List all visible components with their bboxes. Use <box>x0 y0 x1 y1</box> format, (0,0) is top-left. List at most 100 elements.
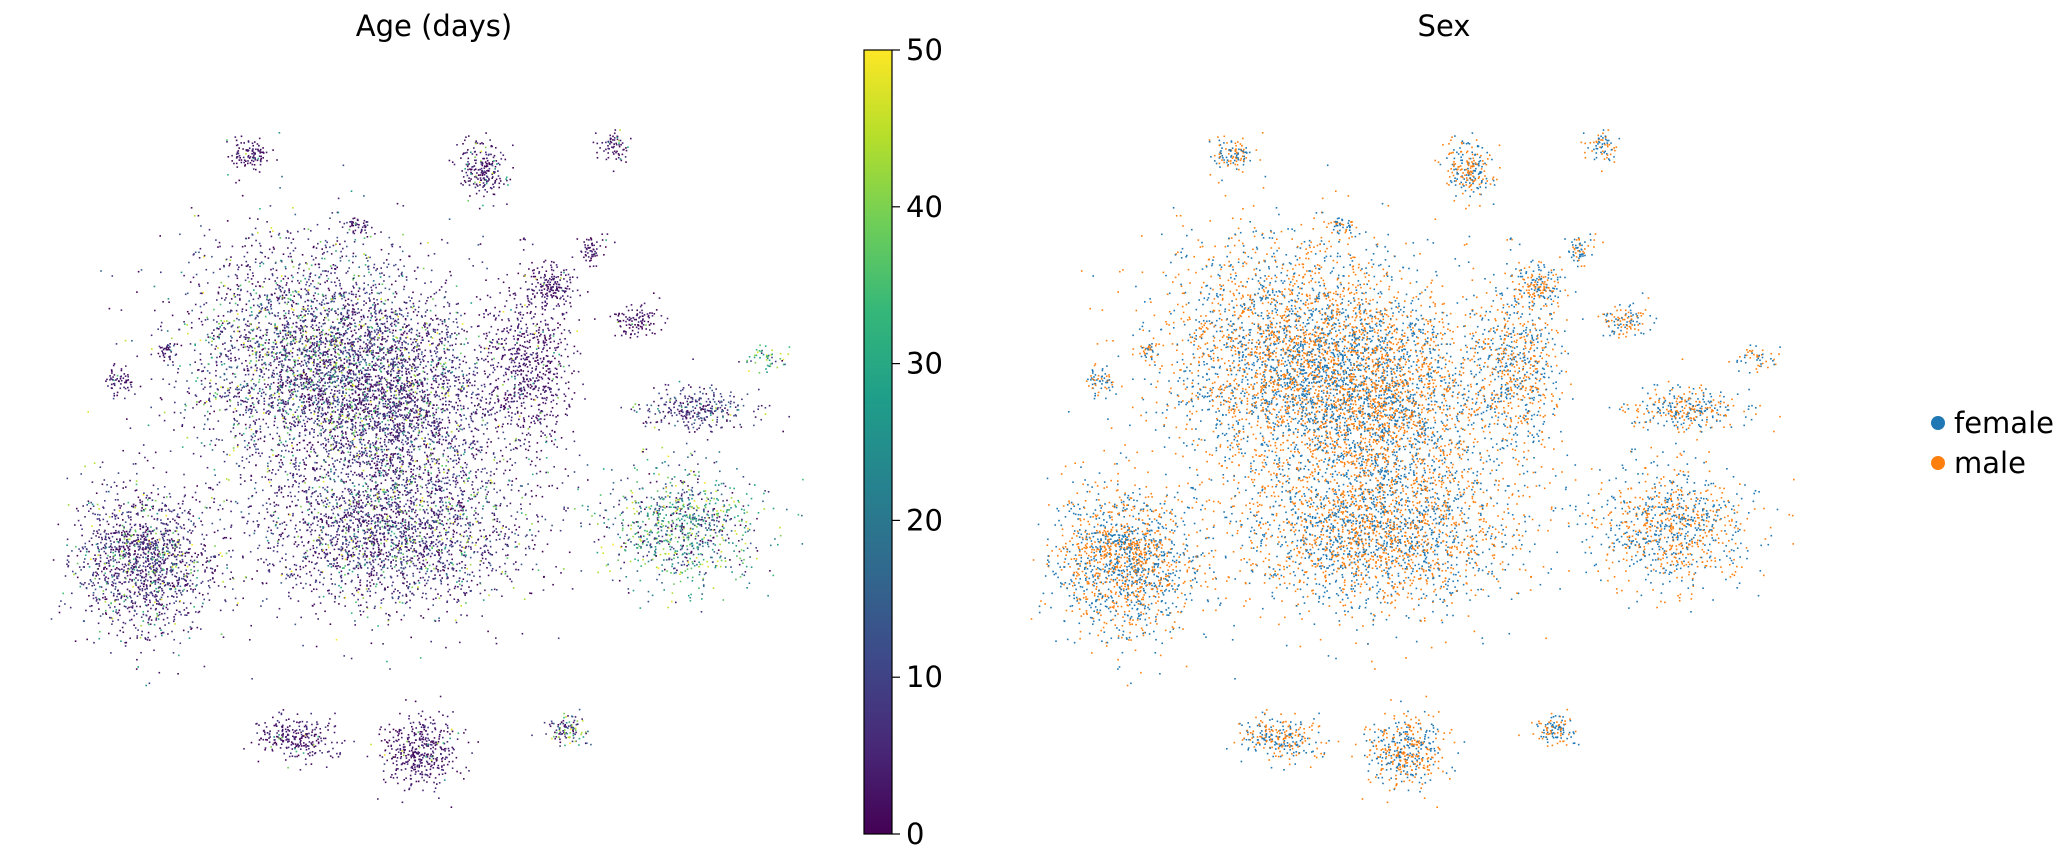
age-point <box>324 303 326 305</box>
age-point <box>261 395 263 397</box>
age-point <box>300 338 302 340</box>
age-point <box>436 418 438 420</box>
age-point <box>339 427 341 429</box>
age-point <box>272 469 274 471</box>
age-point <box>437 332 439 334</box>
age-point <box>458 430 460 432</box>
age-point <box>221 364 223 366</box>
age-point <box>459 400 461 402</box>
age-point <box>389 432 391 434</box>
age-point <box>394 361 396 363</box>
age-point <box>447 392 449 394</box>
age-point <box>409 393 411 395</box>
age-point <box>317 288 319 290</box>
age-point <box>328 406 330 408</box>
age-point <box>366 376 368 378</box>
age-point <box>394 415 396 417</box>
age-point <box>381 462 383 464</box>
age-point <box>319 366 321 368</box>
age-point <box>372 390 374 392</box>
age-point <box>297 425 299 427</box>
age-point <box>527 359 529 361</box>
age-point <box>246 304 248 306</box>
age-point <box>312 335 314 337</box>
age-point <box>316 288 318 290</box>
age-point <box>275 455 277 457</box>
age-point <box>325 317 327 319</box>
age-point <box>366 461 368 463</box>
age-point <box>222 322 224 324</box>
age-point <box>253 420 255 422</box>
age-point <box>195 380 197 382</box>
age-point <box>126 418 128 420</box>
age-point <box>285 418 287 420</box>
age-point <box>368 428 370 430</box>
age-point <box>421 353 423 355</box>
age-point <box>444 296 446 298</box>
age-point <box>325 354 327 356</box>
age-point <box>308 310 310 312</box>
age-point <box>400 337 402 339</box>
age-point <box>207 319 209 321</box>
age-point <box>380 310 382 312</box>
age-point <box>312 301 314 303</box>
age-point <box>333 340 335 342</box>
age-point <box>447 409 449 411</box>
age-point <box>474 458 476 460</box>
age-point <box>238 392 240 394</box>
age-point <box>342 491 344 493</box>
age-point <box>428 255 430 257</box>
age-point <box>323 363 325 365</box>
age-point <box>374 339 376 341</box>
age-point <box>305 435 307 437</box>
age-point <box>374 428 376 430</box>
age-point <box>245 238 247 240</box>
age-point <box>346 389 348 391</box>
age-point <box>407 442 409 444</box>
age-point <box>331 423 333 425</box>
age-point <box>457 303 459 305</box>
age-point <box>231 382 233 384</box>
age-point <box>277 284 279 286</box>
age-point <box>380 276 382 278</box>
age-point <box>452 345 454 347</box>
age-point <box>395 325 397 327</box>
age-point <box>417 407 419 409</box>
age-point <box>264 294 266 296</box>
age-point <box>276 282 278 284</box>
age-point <box>425 324 427 326</box>
age-point <box>125 340 127 342</box>
age-point <box>348 298 350 300</box>
age-point <box>160 272 162 274</box>
age-point <box>339 285 341 287</box>
age-point <box>305 336 307 338</box>
age-point <box>566 448 568 450</box>
age-point <box>326 351 328 353</box>
age-point <box>292 300 294 302</box>
age-point <box>346 360 348 362</box>
age-point <box>151 348 153 350</box>
age-point <box>215 348 217 350</box>
age-point <box>430 318 432 320</box>
age-point <box>409 256 411 258</box>
age-point <box>386 446 388 448</box>
age-point <box>403 396 405 398</box>
age-point <box>463 378 465 380</box>
age-point <box>340 357 342 359</box>
age-point <box>251 435 253 437</box>
age-point <box>270 485 272 487</box>
age-point <box>373 358 375 360</box>
age-point <box>408 371 410 373</box>
age-point <box>318 363 320 365</box>
age-point <box>238 286 240 288</box>
age-point <box>326 398 328 400</box>
age-point <box>244 447 246 449</box>
age-point <box>510 458 512 460</box>
age-point <box>405 360 407 362</box>
age-point <box>350 465 352 467</box>
age-point <box>476 448 478 450</box>
age-point <box>441 387 443 389</box>
age-point <box>310 326 312 328</box>
age-point <box>351 291 353 293</box>
age-point <box>336 277 338 279</box>
